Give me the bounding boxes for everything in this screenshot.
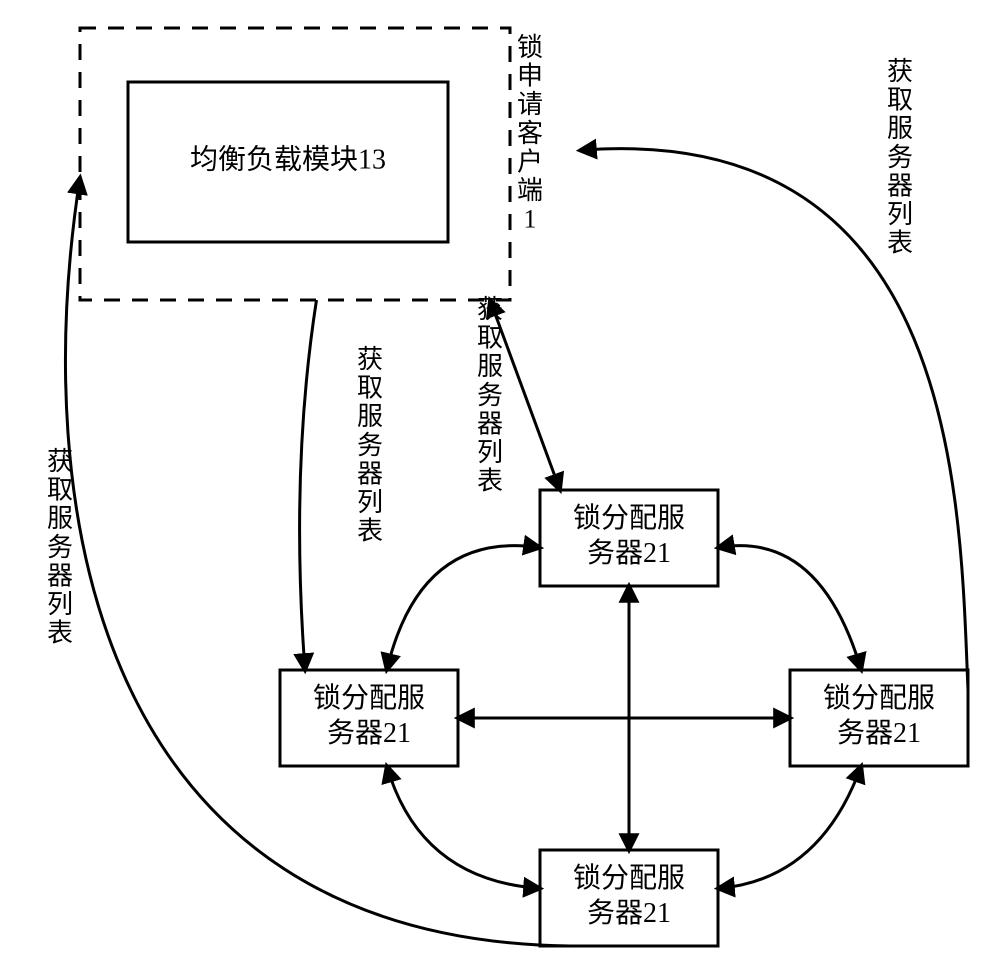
svg-text:服: 服 <box>47 504 73 533</box>
svg-text:取: 取 <box>477 324 503 353</box>
svg-text:服: 服 <box>887 114 913 143</box>
svg-text:器: 器 <box>357 459 383 488</box>
svg-text:务: 务 <box>887 143 913 172</box>
svg-text:获: 获 <box>477 295 503 324</box>
svg-text:务: 务 <box>477 381 503 410</box>
svg-text:取: 取 <box>47 476 73 505</box>
svg-text:申: 申 <box>517 62 543 91</box>
svg-text:务器21: 务器21 <box>587 897 671 929</box>
svg-text:服: 服 <box>357 402 383 431</box>
svg-text:客: 客 <box>517 119 543 148</box>
svg-text:务: 务 <box>357 431 383 460</box>
edge <box>65 178 570 946</box>
svg-text:锁: 锁 <box>517 33 543 62</box>
svg-text:端: 端 <box>517 176 543 205</box>
svg-text:器: 器 <box>477 409 503 438</box>
svg-text:器: 器 <box>47 561 73 590</box>
svg-text:取: 取 <box>887 86 913 115</box>
svg-text:获: 获 <box>47 447 73 476</box>
svg-text:取: 取 <box>357 374 383 403</box>
svg-text:表: 表 <box>477 467 503 496</box>
svg-text:锁分配服: 锁分配服 <box>313 682 425 714</box>
svg-text:器: 器 <box>887 171 913 200</box>
svg-text:务器21: 务器21 <box>327 717 411 749</box>
svg-text:1: 1 <box>524 205 537 234</box>
svg-text:务器21: 务器21 <box>837 717 921 749</box>
edge <box>387 766 540 888</box>
edge <box>387 546 540 670</box>
svg-text:表: 表 <box>357 517 383 546</box>
edge <box>300 300 317 670</box>
svg-text:列: 列 <box>477 438 503 467</box>
svg-text:表: 表 <box>47 619 73 648</box>
svg-text:户: 户 <box>517 147 543 176</box>
svg-text:列: 列 <box>887 200 913 229</box>
edge <box>718 766 861 888</box>
svg-text:请: 请 <box>517 90 543 119</box>
svg-text:列: 列 <box>47 590 73 619</box>
edge <box>718 546 861 670</box>
svg-text:列: 列 <box>357 488 383 517</box>
svg-text:锁分配服: 锁分配服 <box>573 862 685 894</box>
svg-text:表: 表 <box>887 229 913 258</box>
svg-text:务: 务 <box>47 533 73 562</box>
svg-text:获: 获 <box>357 345 383 374</box>
svg-text:务器21: 务器21 <box>587 537 671 569</box>
svg-text:服: 服 <box>477 352 503 381</box>
svg-text:均衡负载模块13: 均衡负载模块13 <box>190 143 386 175</box>
svg-text:获: 获 <box>887 57 913 86</box>
svg-text:锁分配服: 锁分配服 <box>573 502 685 534</box>
svg-text:锁分配服: 锁分配服 <box>823 682 935 714</box>
